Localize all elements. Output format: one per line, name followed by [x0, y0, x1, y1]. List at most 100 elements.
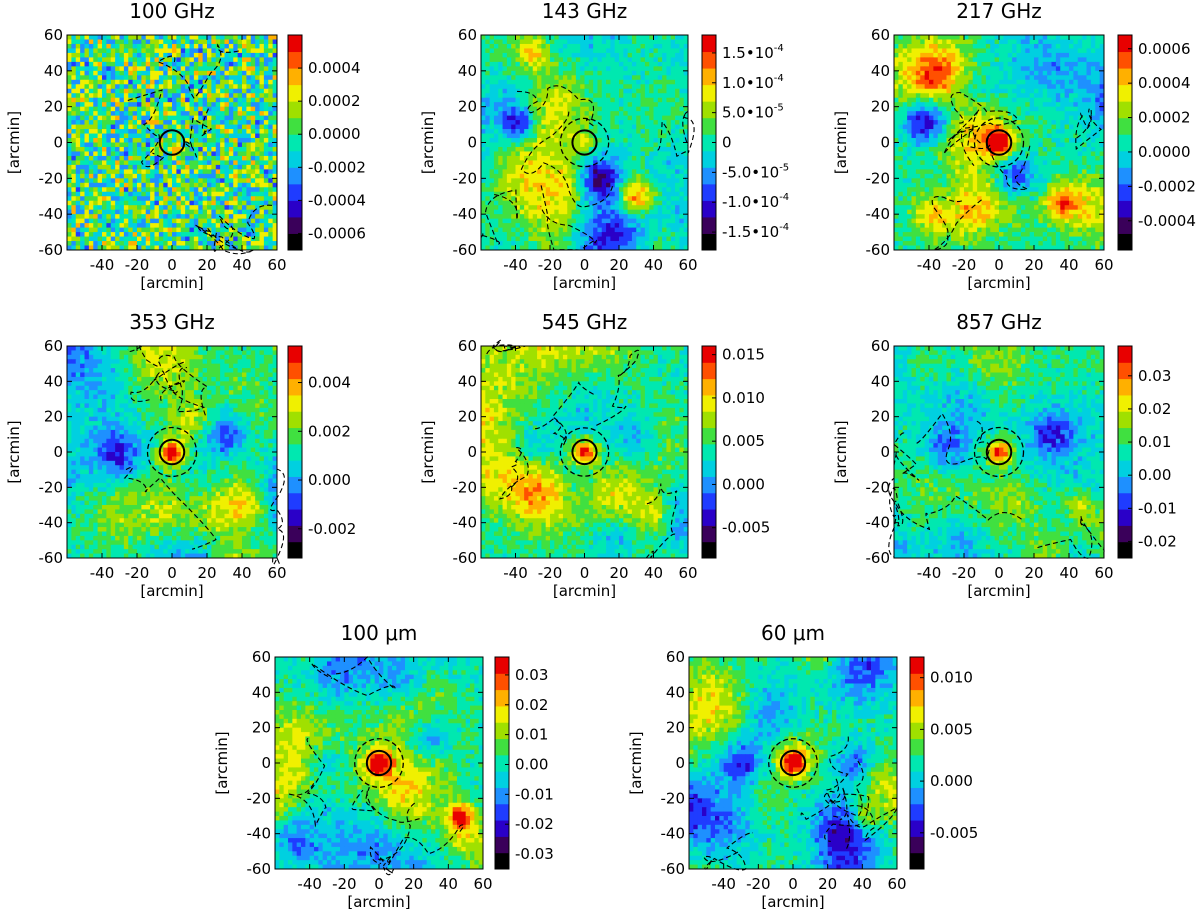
heatmap-cell	[67, 205, 72, 211]
heatmap-cell	[653, 196, 659, 202]
heatmap-cell	[224, 93, 230, 99]
heatmap-cell	[485, 35, 491, 40]
heatmap-cell	[532, 182, 538, 188]
heatmap-cell	[180, 35, 186, 40]
contour-line	[514, 85, 595, 127]
heatmap-cell	[571, 129, 577, 134]
heatmap-cell	[929, 39, 934, 45]
heatmap-cell	[207, 48, 212, 54]
heatmap-cell	[211, 160, 217, 166]
heatmap-cell	[88, 61, 94, 67]
heatmap-cell	[644, 43, 650, 49]
heatmap-cell	[679, 155, 685, 161]
heatmap-cell	[593, 182, 598, 188]
heatmap-cell	[228, 70, 234, 76]
heatmap-cell	[977, 48, 982, 54]
heatmap-cell	[172, 129, 177, 134]
heatmap-cell	[123, 79, 129, 85]
heatmap-cell	[80, 182, 85, 188]
heatmap-cell	[176, 70, 182, 76]
heatmap-cell	[942, 39, 947, 45]
heatmap-cell	[246, 173, 252, 179]
heatmap-cell	[597, 223, 603, 229]
heatmap-cell	[489, 129, 495, 134]
heatmap-cell	[263, 133, 269, 139]
heatmap-cell	[675, 196, 680, 202]
heatmap-cell	[614, 214, 620, 220]
heatmap-cell	[541, 35, 547, 40]
heatmap-cell	[614, 93, 620, 99]
heatmap-cell	[193, 70, 199, 76]
heatmap-cell	[649, 232, 654, 237]
heatmap-cell	[657, 43, 663, 49]
heatmap-cell	[163, 205, 169, 211]
heatmap-cell	[588, 191, 594, 197]
heatmap-cell	[623, 43, 629, 49]
heatmap-cell	[636, 75, 641, 81]
heatmap-cell	[207, 52, 212, 58]
heatmap-cell	[662, 173, 667, 179]
heatmap-cell	[558, 227, 564, 233]
heatmap-cell	[71, 155, 77, 161]
colorbar-tick-label: -0.0004	[308, 191, 366, 209]
heatmap-cell	[150, 70, 155, 76]
heatmap-cell	[132, 88, 138, 94]
heatmap-cell	[272, 151, 278, 157]
heatmap-cell	[137, 129, 142, 134]
heatmap-cell	[515, 106, 521, 112]
heatmap-cell	[150, 182, 155, 188]
heatmap-cell	[631, 241, 637, 246]
heatmap-cell	[506, 232, 512, 237]
heatmap-cell	[185, 70, 190, 76]
heatmap-cell	[532, 178, 538, 184]
heatmap-cell	[75, 61, 81, 67]
heatmap-cell	[272, 57, 278, 63]
heatmap-cell	[259, 146, 265, 152]
heatmap-cell	[545, 39, 551, 45]
x-tick-label: 0	[580, 256, 590, 274]
heatmap-cell	[593, 57, 598, 63]
heatmap-cell	[532, 84, 538, 90]
heatmap-cell	[627, 223, 633, 229]
heatmap-cell	[193, 43, 199, 49]
heatmap-cell	[228, 155, 234, 161]
heatmap-cell	[610, 66, 616, 72]
heatmap-cell	[640, 93, 646, 99]
heatmap-cell	[511, 227, 516, 233]
heatmap-cell	[502, 129, 508, 134]
heatmap-cell	[545, 124, 551, 130]
heatmap-cell	[679, 133, 685, 139]
heatmap-cell	[97, 124, 103, 130]
heatmap-cell	[150, 43, 155, 49]
heatmap-cell	[502, 146, 508, 152]
heatmap-cell	[498, 169, 503, 175]
heatmap-cell	[528, 138, 534, 143]
heatmap-cell	[163, 124, 169, 130]
heatmap-cell	[519, 169, 525, 175]
heatmap-cell	[640, 209, 646, 215]
heatmap-cell	[207, 205, 212, 211]
heatmap-cell	[172, 48, 177, 54]
heatmap-cell	[562, 120, 568, 125]
heatmap-cell	[619, 205, 624, 211]
heatmap-cell	[915, 43, 921, 49]
heatmap-cell	[88, 182, 94, 188]
heatmap-cell	[141, 178, 147, 184]
heatmap-cell	[502, 115, 508, 121]
heatmap-cell	[515, 187, 521, 193]
heatmap-cell	[202, 236, 208, 242]
heatmap-cell	[1025, 48, 1031, 54]
heatmap-cell	[502, 66, 508, 72]
heatmap-cell	[193, 182, 199, 188]
heatmap-cell	[502, 138, 508, 143]
heatmap-cell	[644, 88, 650, 94]
heatmap-cell	[933, 39, 939, 45]
heatmap-cell	[150, 57, 155, 63]
heatmap-cell	[141, 241, 147, 246]
heatmap-cell	[675, 164, 680, 170]
heatmap-cell	[150, 142, 155, 148]
heatmap-cell	[84, 129, 90, 134]
heatmap-cell	[924, 48, 930, 54]
heatmap-cell	[493, 169, 499, 175]
heatmap-cell	[259, 57, 265, 63]
